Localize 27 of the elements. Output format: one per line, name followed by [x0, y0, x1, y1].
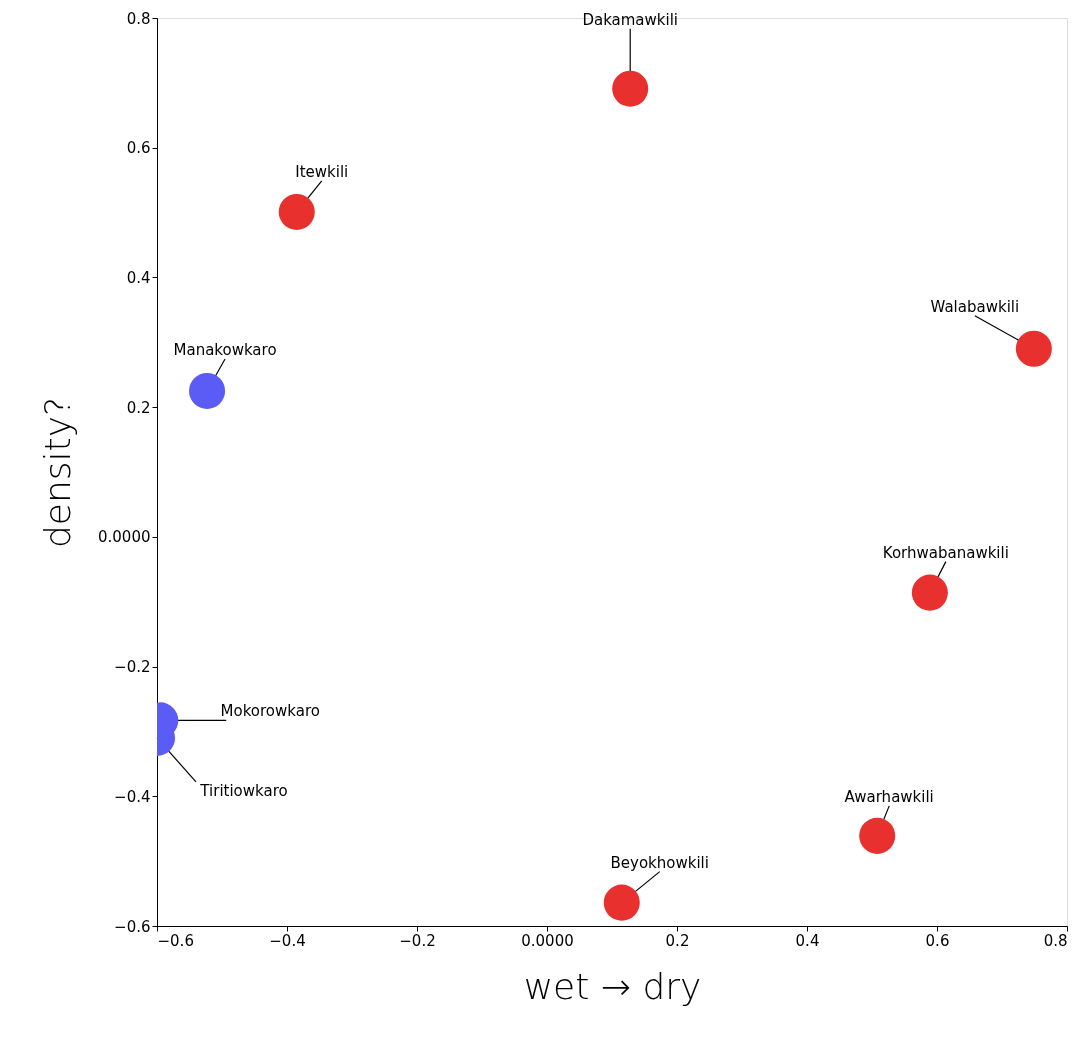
y-tick-label: 0.8: [126, 9, 151, 28]
annotation: Korhwabanawkili: [882, 543, 1009, 562]
y-tick-label: 0.6: [126, 139, 151, 158]
y-tick-label: 0.2: [126, 398, 151, 417]
x-tick-label: −0.4: [269, 931, 306, 950]
y-tick-label: 0.4: [126, 268, 151, 287]
x-tick-label: 0.6: [925, 931, 950, 950]
x-tick-label: 0.4: [795, 931, 820, 950]
x-tick-label: 0.8: [1043, 931, 1068, 950]
y-tick-label: 0.0000: [98, 528, 151, 547]
annotation: Mokorowkaro: [220, 702, 320, 721]
annotation: Awarhawkili: [844, 787, 934, 806]
x-tick-label: 0.2: [665, 931, 690, 950]
y-tick-label: −0.4: [114, 787, 151, 806]
x-tick-label: 0.0000: [521, 931, 574, 950]
x-axis-title: wet → dry: [523, 965, 702, 1007]
annotation: Itewkili: [295, 162, 349, 181]
annotation: Beyokhowkili: [610, 853, 709, 872]
x-tick-label: −0.6: [157, 931, 194, 950]
annotation: Manakowkaro: [173, 340, 277, 359]
y-axis-title: density?: [37, 396, 79, 549]
y-tick-label: −0.6: [114, 917, 151, 936]
annotation: Walabawkili: [930, 297, 1020, 316]
annotation: Dakamawkili: [582, 10, 679, 29]
y-tick-label: −0.2: [114, 658, 151, 677]
x-tick-label: −0.2: [399, 931, 436, 950]
annotation: Tiritiowkaro: [199, 781, 288, 800]
